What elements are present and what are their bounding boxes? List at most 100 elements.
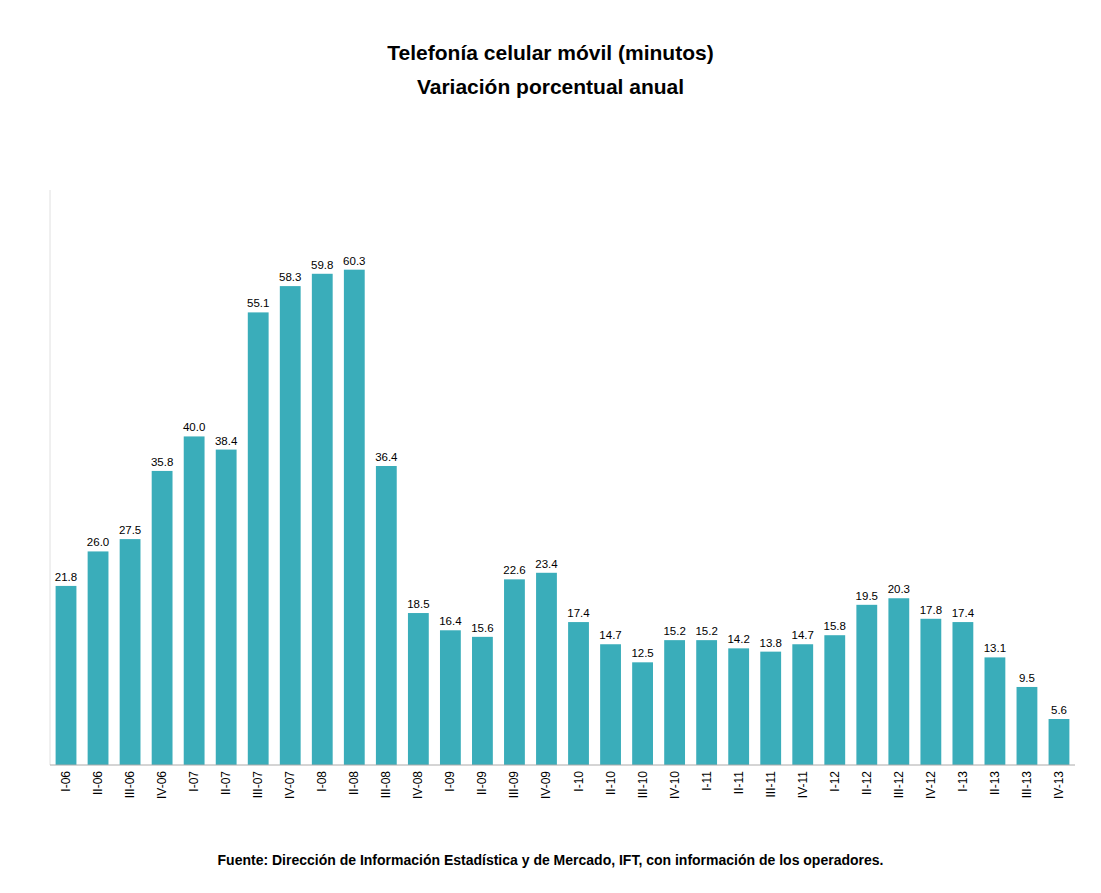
- title: Telefonía celular móvil (minutos): [387, 41, 713, 64]
- data-label: 14.7: [792, 629, 814, 641]
- x-tick-label: I-13: [956, 771, 970, 792]
- x-tick-label: II-08: [347, 771, 361, 795]
- bar: [824, 635, 845, 765]
- x-tick-label: II-12: [860, 771, 874, 795]
- bar: [952, 622, 973, 765]
- x-tick-label: IV-13: [1052, 771, 1066, 799]
- data-label: 14.2: [727, 633, 749, 645]
- x-tick-label: I-06: [59, 771, 73, 792]
- data-label: 18.5: [407, 598, 429, 610]
- x-tick-label: I-07: [187, 771, 201, 792]
- data-label: 19.5: [856, 590, 878, 602]
- x-tick-label: I-08: [315, 771, 329, 792]
- data-label: 35.8: [151, 456, 173, 468]
- bar: [600, 644, 621, 765]
- bar: [504, 579, 525, 765]
- bar: [152, 471, 173, 765]
- data-label: 12.5: [631, 647, 653, 659]
- x-tick-label: I-10: [572, 771, 586, 792]
- data-label: 36.4: [375, 451, 398, 463]
- x-tick-label: II-09: [475, 771, 489, 795]
- bar: [696, 640, 717, 765]
- data-label: 59.8: [311, 259, 333, 271]
- bar: [888, 598, 909, 765]
- data-label: 20.3: [888, 583, 910, 595]
- bar: [664, 640, 685, 765]
- data-label: 15.6: [471, 622, 493, 634]
- data-label: 15.8: [824, 620, 846, 632]
- x-tick-labels: I-06 II-06 III-06 IV-06 I-07 II-07 III-07 IV-07…: [59, 771, 1066, 799]
- data-label: 17.4: [952, 607, 975, 619]
- data-label: 17.8: [920, 604, 942, 616]
- bar: [1049, 719, 1070, 765]
- bar: [312, 274, 333, 765]
- x-tick-label: II-10: [604, 771, 618, 795]
- bar: [536, 573, 557, 765]
- x-tick-label: IV-06: [155, 771, 169, 799]
- chart: Telefonía celular móvil (minutos) Variaci…: [0, 0, 1101, 893]
- bar: [440, 630, 461, 765]
- background: [0, 0, 1101, 893]
- bar: [120, 539, 141, 765]
- x-tick-label: II-11: [732, 771, 746, 794]
- bar: [88, 551, 109, 765]
- data-label: 40.0: [183, 421, 205, 433]
- x-axis-line: [50, 765, 1075, 766]
- bar: [728, 648, 749, 765]
- data-label: 9.5: [1019, 672, 1035, 684]
- x-tick-label: II-07: [219, 771, 233, 795]
- data-label: 55.1: [247, 297, 269, 309]
- bar: [248, 312, 269, 765]
- data-label: 58.3: [279, 271, 301, 283]
- bars: [56, 270, 1070, 765]
- x-tick-label: III-13: [1020, 771, 1034, 799]
- bar: [632, 662, 653, 765]
- x-tick-label: II-13: [988, 771, 1002, 795]
- bar: [1017, 687, 1038, 765]
- data-label: 22.6: [503, 564, 525, 576]
- x-tick-label: I-09: [443, 771, 457, 792]
- data-label: 27.5: [119, 524, 141, 536]
- data-label: 38.4: [215, 435, 238, 447]
- x-tick-label: III-08: [379, 771, 393, 799]
- data-label: 13.1: [984, 642, 1006, 654]
- x-tick-label: III-06: [123, 771, 137, 799]
- bar: [344, 270, 365, 765]
- bar: [985, 657, 1006, 765]
- data-label: 15.2: [663, 625, 685, 637]
- data-label: 23.4: [535, 558, 558, 570]
- x-tick-label: I-12: [828, 771, 842, 792]
- data-label: 17.4: [567, 607, 590, 619]
- x-tick-label: IV-07: [283, 771, 297, 799]
- bar: [216, 450, 237, 765]
- data-label: 5.6: [1051, 704, 1067, 716]
- bar: [920, 619, 941, 765]
- x-tick-label: III-10: [636, 771, 650, 799]
- data-label: 21.8: [55, 571, 77, 583]
- bar: [760, 652, 781, 765]
- x-tick-label: III-09: [507, 771, 521, 799]
- bar: [280, 286, 301, 765]
- footer: Fuente: Dirección de Información Estadís…: [218, 852, 884, 868]
- data-label: 26.0: [87, 536, 109, 548]
- x-tick-label: II-06: [91, 771, 105, 795]
- x-tick-label: IV-12: [924, 771, 938, 799]
- x-tick-label: IV-10: [668, 771, 682, 799]
- data-label: 14.7: [599, 629, 621, 641]
- x-tick-label: IV-08: [411, 771, 425, 799]
- bar: [856, 605, 877, 765]
- bar: [472, 637, 493, 765]
- subtitle: Variación porcentual anual: [417, 75, 684, 98]
- data-label: 15.2: [695, 625, 717, 637]
- bar: [408, 613, 429, 765]
- x-tick-label: IV-09: [539, 771, 553, 799]
- bar: [568, 622, 589, 765]
- x-tick-label: III-07: [251, 771, 265, 799]
- chart-container: Telefonía celular móvil (minutos) Variaci…: [0, 0, 1101, 893]
- bar: [792, 644, 813, 765]
- x-tick-label: III-11: [764, 771, 778, 798]
- data-labels: 21.8 26.0 27.5 35.8 40.0 38.4 55.1 58.3 59.8 60.3…: [55, 255, 1067, 716]
- x-tick-label: IV-11: [796, 771, 810, 798]
- data-label: 60.3: [343, 255, 365, 267]
- x-tick-label: III-12: [892, 771, 906, 799]
